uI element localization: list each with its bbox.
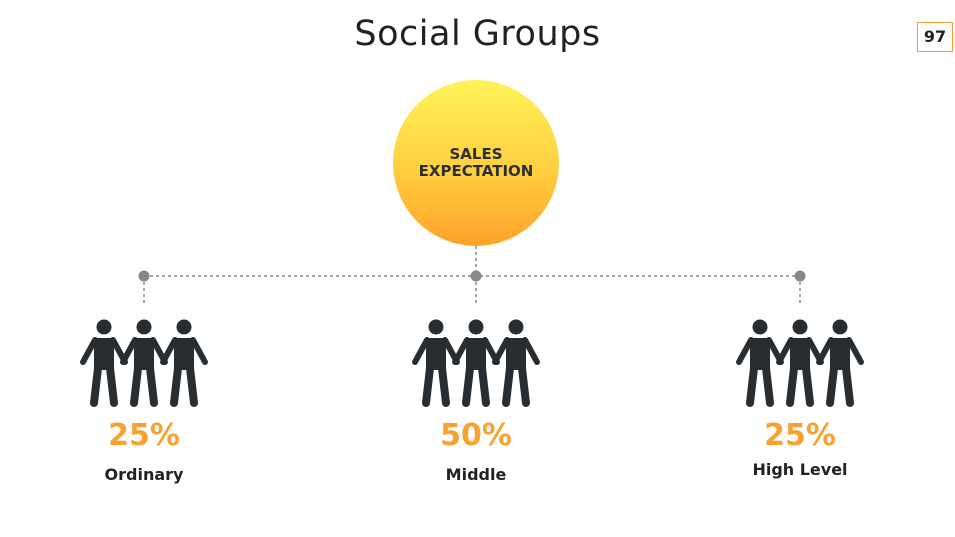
group-percent: 25% (108, 418, 180, 453)
group-label: Ordinary (104, 465, 184, 484)
connector-node (470, 270, 482, 282)
page-number: 97 (917, 22, 953, 52)
people-group-icon (739, 320, 861, 404)
sales-expectation-circle: SALES EXPECTATION (393, 80, 559, 246)
center-line-1: SALES (449, 145, 503, 163)
group-label: Middle (445, 465, 507, 484)
people-group-icon (415, 320, 537, 404)
center-line-2: EXPECTATION (418, 162, 534, 180)
connector-node (794, 270, 806, 282)
people-group-icon (83, 320, 205, 404)
group-label: High Level (752, 460, 848, 479)
slide-title: Social Groups (354, 14, 601, 54)
connector-node (138, 270, 150, 282)
group-percent: 25% (764, 418, 836, 453)
group-percent: 50% (440, 418, 512, 453)
